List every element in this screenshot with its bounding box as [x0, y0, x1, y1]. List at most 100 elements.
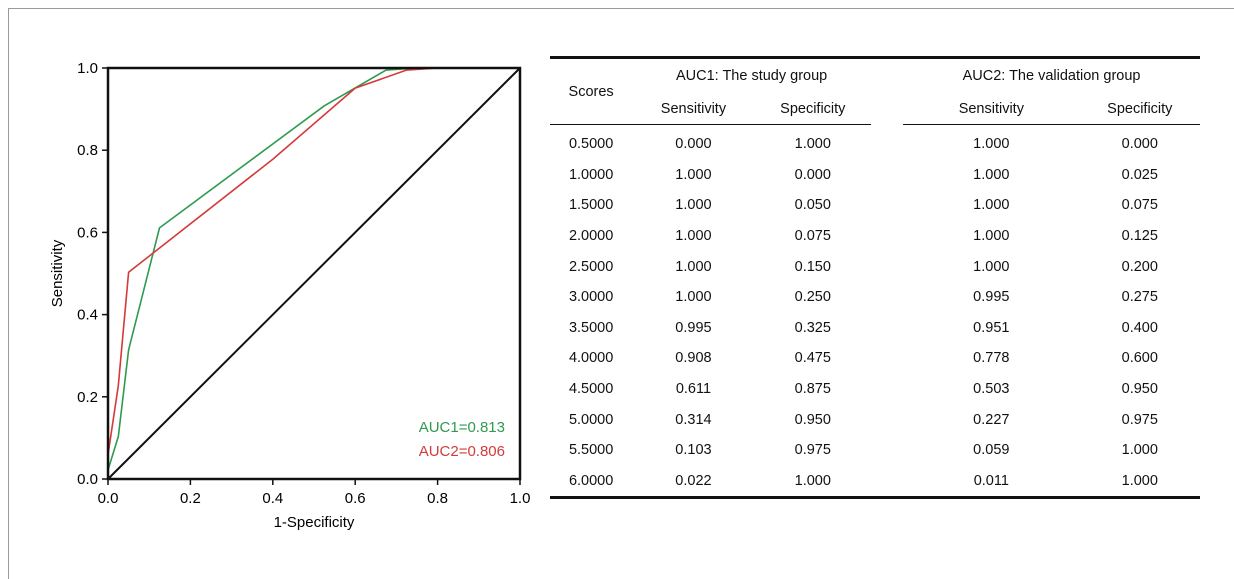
scores-header: Scores [550, 56, 633, 125]
study-specificity-cell: 0.475 [794, 350, 831, 367]
score-cell: 3.5000 [568, 319, 614, 336]
study-sensitivity-cell: 1.000 [675, 289, 712, 306]
study-sensitivity-cell: 0.995 [675, 319, 712, 336]
subheader-specificity-2: Specificity [1079, 93, 1200, 125]
y-tick-label: 0.4 [77, 307, 98, 324]
validation-specificity-cell: 0.025 [1121, 166, 1158, 183]
validation-specificity-cell: 0.075 [1121, 197, 1158, 214]
x-tick-label: 0.0 [98, 490, 119, 507]
gap-cell [871, 343, 903, 374]
gap-cell [871, 221, 903, 252]
auc2-annotation: AUC2=0.806 [419, 443, 505, 460]
gap-cell [871, 190, 903, 221]
table-row: 6.0000 0.022 1.000 0.011 1.000 [550, 465, 1200, 500]
study-sensitivity-cell: 1.000 [675, 258, 712, 275]
study-sensitivity-cell: 0.022 [632, 465, 755, 500]
score-cell: 5.0000 [568, 411, 614, 428]
table-row: 2.5000 1.000 0.150 1.000 0.200 [550, 251, 1200, 282]
score-cell: 6.0000 [550, 465, 633, 500]
gap-cell [871, 282, 903, 313]
table-row: 5.5000 0.103 0.975 0.059 1.000 [550, 435, 1200, 466]
study-specificity-cell: 0.950 [794, 411, 831, 428]
score-cell: 1.0000 [568, 166, 614, 183]
y-tick-label: 0.0 [77, 471, 98, 488]
table-row: 0.5000 0.000 1.000 1.000 0.000 [550, 125, 1200, 160]
study-specificity-cell: 0.875 [794, 381, 831, 398]
reference-diagonal-line [107, 67, 521, 480]
group2-header: AUC2: The validation group [903, 56, 1200, 93]
validation-specificity-cell: 0.125 [1121, 228, 1158, 245]
study-specificity-cell: 0.000 [794, 166, 831, 183]
validation-sensitivity-cell: 0.778 [973, 350, 1010, 367]
scores-table: Scores AUC1: The study group AUC2: The v… [550, 56, 1200, 500]
plot-frame [106, 66, 522, 481]
validation-sensitivity-cell: 0.227 [973, 411, 1010, 428]
validation-sensitivity-cell: 0.503 [973, 381, 1010, 398]
validation-sensitivity-cell: 0.995 [973, 289, 1010, 306]
validation-specificity-cell: 1.000 [1079, 465, 1200, 500]
validation-sensitivity-cell: 1.000 [973, 228, 1010, 245]
validation-sensitivity-cell: 1.000 [973, 166, 1010, 183]
validation-sensitivity-cell: 0.951 [973, 319, 1010, 336]
study-specificity-cell: 0.975 [794, 442, 831, 459]
gap-cell [871, 404, 903, 435]
table-row: 2.0000 1.000 0.075 1.000 0.125 [550, 221, 1200, 252]
score-cell: 3.0000 [568, 289, 614, 306]
group1-header-label: AUC1: The study group [675, 68, 828, 84]
gap-cell [871, 125, 903, 160]
study-sensitivity-cell: 0.908 [675, 350, 712, 367]
study-specificity-cell: 0.325 [794, 319, 831, 336]
gap-cell [871, 251, 903, 282]
subheader-gap [871, 93, 903, 125]
gap-cell [871, 374, 903, 405]
y-tick-label: 1.0 [77, 60, 98, 77]
score-cell: 4.5000 [568, 381, 614, 398]
study-sensitivity-cell: 1.000 [675, 228, 712, 245]
y-axis-label: Sensitivity [49, 239, 66, 307]
gap-cell [871, 313, 903, 344]
subheader-specificity-1: Specificity [754, 93, 871, 125]
roc-chart: 0.0 0.2 0.4 0.6 0.8 1.0 0.0 0.2 0.4 0.6 0.8 1.0 1-S… [49, 60, 531, 531]
subheader-sensitivity-1: Sensitivity [632, 93, 755, 125]
table-row: 3.0000 1.000 0.250 0.995 0.275 [550, 282, 1200, 313]
study-specificity-cell: 0.150 [794, 258, 831, 275]
score-cell: 4.0000 [568, 350, 614, 367]
score-cell: 1.5000 [568, 197, 614, 214]
validation-sensitivity-cell: 1.000 [973, 136, 1010, 153]
study-sensitivity-cell: 1.000 [675, 197, 712, 214]
table-row: 1.0000 1.000 0.000 1.000 0.025 [550, 160, 1200, 191]
study-specificity-cell: 1.000 [794, 136, 831, 153]
table-header-row: Scores AUC1: The study group AUC2: The v… [550, 56, 1200, 125]
study-specificity-cell: 0.075 [794, 228, 831, 245]
validation-sensitivity-cell: 1.000 [973, 197, 1010, 214]
x-tick-label: 0.2 [180, 490, 201, 507]
score-cell: 0.5000 [568, 136, 614, 153]
validation-sensitivity-cell: 1.000 [973, 258, 1010, 275]
table-row: 4.0000 0.908 0.475 0.778 0.600 [550, 343, 1200, 374]
score-cell: 2.0000 [568, 228, 614, 245]
gap-cell [871, 160, 903, 191]
study-specificity-cell: 1.000 [754, 465, 871, 500]
validation-sensitivity-cell: 0.011 [903, 465, 1080, 500]
y-tick-label: 0.8 [77, 142, 98, 159]
score-cell: 2.5000 [568, 258, 614, 275]
table-row: 5.0000 0.314 0.950 0.227 0.975 [550, 404, 1200, 435]
table-row: 1.5000 1.000 0.050 1.000 0.075 [550, 190, 1200, 221]
study-sensitivity-cell: 0.611 [675, 381, 712, 398]
group2-header-label: AUC2: The validation group [962, 68, 1141, 84]
validation-specificity-cell: 0.000 [1121, 136, 1158, 153]
x-tick-label: 0.6 [345, 490, 366, 507]
table-row: 4.5000 0.611 0.875 0.503 0.950 [550, 374, 1200, 405]
validation-specificity-cell: 0.200 [1121, 258, 1158, 275]
validation-specificity-cell: 0.275 [1121, 289, 1158, 306]
validation-specificity-cell: 0.975 [1121, 411, 1158, 428]
study-sensitivity-cell: 0.103 [675, 442, 712, 459]
x-axis-label: 1-Specificity [274, 514, 355, 531]
validation-specificity-cell: 0.950 [1121, 381, 1158, 398]
study-specificity-cell: 0.050 [794, 197, 831, 214]
validation-sensitivity-cell: 0.059 [973, 442, 1010, 459]
study-sensitivity-cell: 1.000 [675, 166, 712, 183]
y-tick-label: 0.6 [77, 224, 98, 241]
x-tick-label: 1.0 [510, 490, 531, 507]
subheader-sensitivity-2: Sensitivity [903, 93, 1080, 125]
